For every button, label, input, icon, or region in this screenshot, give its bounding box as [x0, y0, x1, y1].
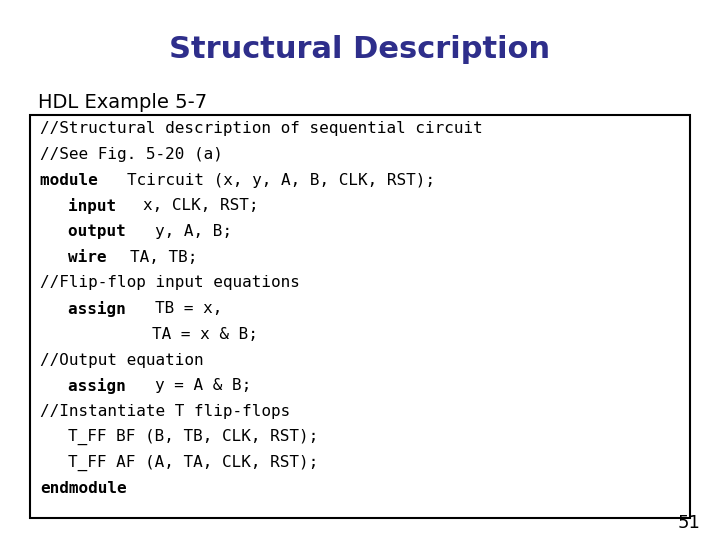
- Text: //Structural description of sequential circuit: //Structural description of sequential c…: [40, 122, 482, 137]
- Text: TA, TB;: TA, TB;: [130, 250, 197, 265]
- Text: Tcircuit (x, y, A, B, CLK, RST);: Tcircuit (x, y, A, B, CLK, RST);: [127, 173, 435, 188]
- Text: y, A, B;: y, A, B;: [155, 224, 232, 239]
- Text: //See Fig. 5-20 (a): //See Fig. 5-20 (a): [40, 147, 223, 162]
- Text: Structural Description: Structural Description: [169, 36, 551, 64]
- Text: endmodule: endmodule: [40, 481, 127, 496]
- Text: wire: wire: [68, 250, 116, 265]
- Text: //Instantiate T flip-flops: //Instantiate T flip-flops: [40, 404, 290, 419]
- Text: //Flip-flop input equations: //Flip-flop input equations: [40, 275, 300, 291]
- Text: input: input: [68, 198, 126, 214]
- Text: //Output equation: //Output equation: [40, 353, 204, 368]
- Text: y = A & B;: y = A & B;: [155, 378, 251, 393]
- Text: output: output: [68, 224, 135, 239]
- Text: 51: 51: [677, 514, 700, 532]
- Bar: [30, 115, 690, 518]
- Text: assign: assign: [68, 377, 135, 394]
- Text: assign: assign: [68, 301, 135, 316]
- Text: x, CLK, RST;: x, CLK, RST;: [143, 199, 258, 213]
- Text: T_FF AF (A, TA, CLK, RST);: T_FF AF (A, TA, CLK, RST);: [68, 455, 318, 471]
- Text: TB = x,: TB = x,: [155, 301, 222, 316]
- Text: TA = x & B;: TA = x & B;: [152, 327, 258, 342]
- Text: HDL Example 5-7: HDL Example 5-7: [38, 92, 207, 111]
- Text: T_FF BF (B, TB, CLK, RST);: T_FF BF (B, TB, CLK, RST);: [68, 429, 318, 445]
- Text: module: module: [40, 173, 107, 188]
